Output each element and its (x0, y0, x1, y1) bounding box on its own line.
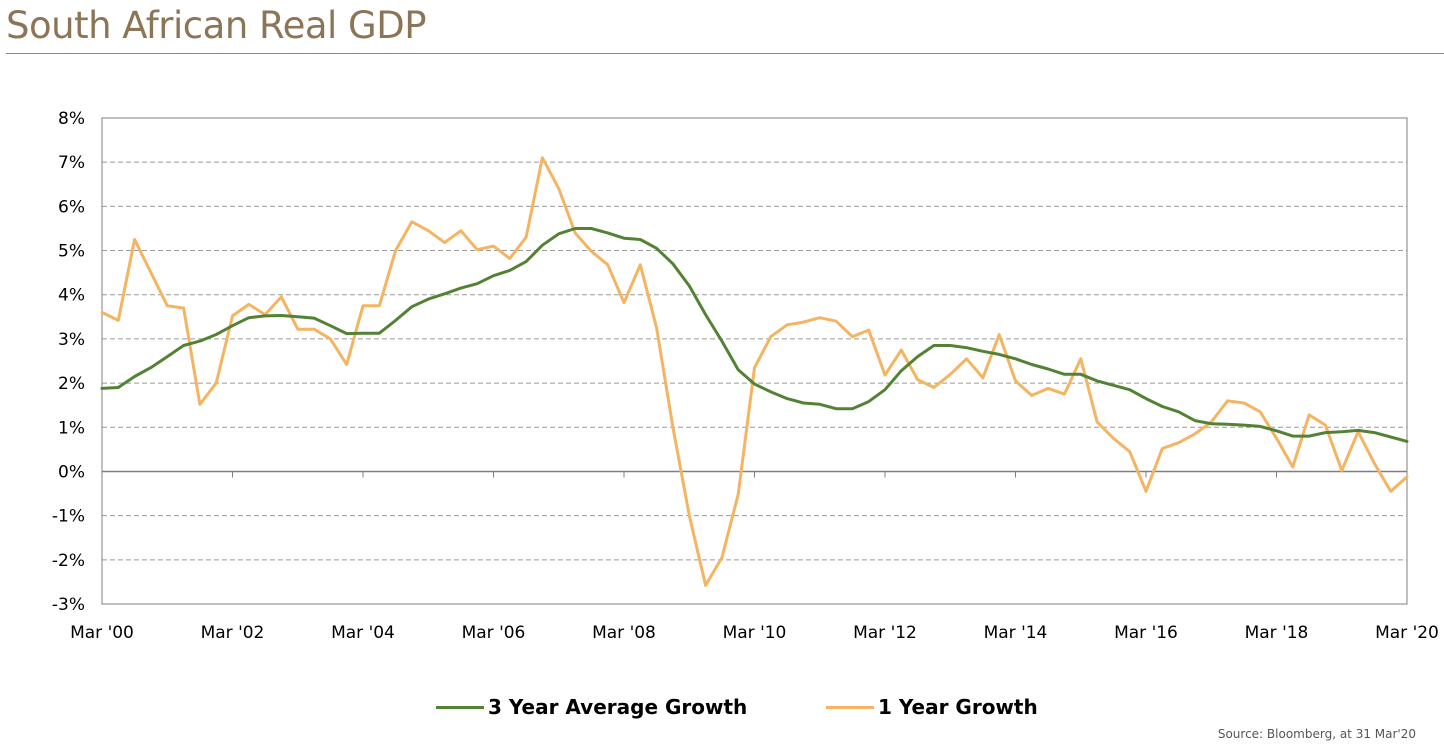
y-tick-label: 3% (58, 330, 85, 350)
chart-title: South African Real GDP (6, 4, 427, 47)
legend-label-1yr: 1 Year Growth (878, 695, 1038, 719)
y-tick-labels: 8% 7% 6% 5% 4% 3% 2% 1% 0% -1% -2% -3% (52, 109, 85, 615)
y-tick-label: -1% (52, 507, 85, 527)
legend-swatch-3yr (436, 705, 484, 709)
x-tick-label: Mar '18 (1245, 623, 1309, 643)
y-tick-label: -3% (52, 595, 85, 615)
series-line-3yr-average (100, 227, 1409, 443)
x-tick-label: Mar '04 (331, 623, 395, 643)
plot-border (101, 117, 1408, 605)
y-tick-label: 8% (58, 109, 85, 129)
y-tick-label: 0% (58, 462, 85, 482)
x-tick-label: Mar '12 (853, 623, 917, 643)
gridlines (102, 161, 1407, 561)
legend-swatch-1yr (826, 705, 874, 709)
x-tick-label: Mar '10 (723, 623, 787, 643)
x-tick-label: Mar '14 (984, 623, 1048, 643)
x-tick-label: Mar '08 (592, 623, 656, 643)
y-tick-label: 2% (58, 374, 85, 394)
y-tick-label: -2% (52, 551, 85, 571)
legend: 3 Year Average Growth 1 Year Growth (0, 690, 1444, 724)
title-divider (6, 53, 1444, 54)
y-tick-label: 5% (58, 242, 85, 262)
x-tick-labels: Mar '00 Mar '02 Mar '04 Mar '06 Mar '08 Mar '… (70, 623, 1439, 643)
source-note: Source: Bloomberg, at 31 Mar'20 (1217, 727, 1416, 741)
series-lines (100, 156, 1409, 587)
x-tick-label: Mar '02 (201, 623, 265, 643)
x-tick-label: Mar '00 (70, 623, 134, 643)
y-tick-label: 4% (58, 286, 85, 306)
x-tick-label: Mar '06 (462, 623, 526, 643)
legend-item-3yr: 3 Year Average Growth (436, 690, 747, 724)
y-tick-label: 1% (58, 418, 85, 438)
x-tick-label: Mar '20 (1375, 623, 1439, 643)
series-line-1yr-growth (100, 156, 1409, 587)
y-tick-label: 7% (58, 153, 85, 173)
y-tick-label: 6% (58, 197, 85, 217)
axes (101, 117, 1408, 605)
legend-label-3yr: 3 Year Average Growth (488, 695, 748, 719)
legend-item-1yr: 1 Year Growth (826, 690, 1038, 724)
x-tick-label: Mar '16 (1114, 623, 1178, 643)
